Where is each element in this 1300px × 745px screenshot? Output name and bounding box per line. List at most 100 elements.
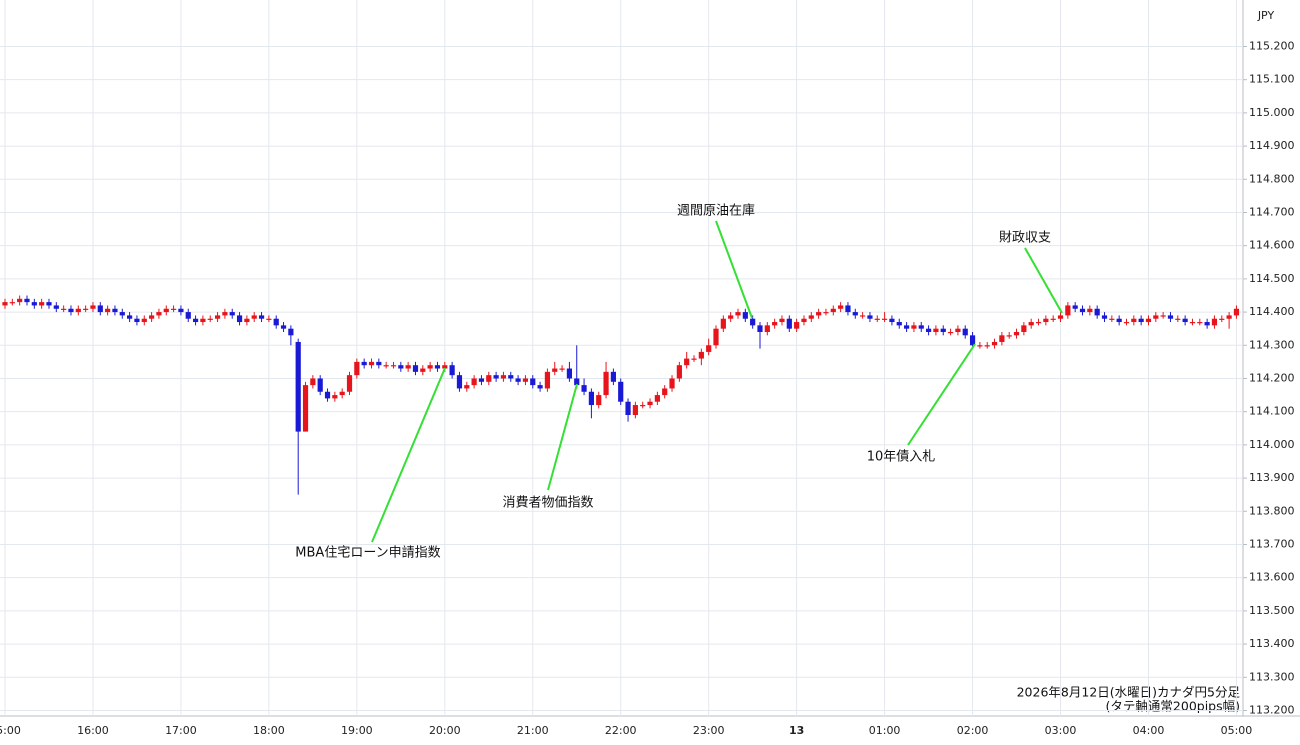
candle-body: [229, 312, 235, 316]
candle-body: [134, 318, 140, 323]
candle-body: [933, 328, 939, 332]
x-tick-label: 21:00: [517, 724, 549, 737]
candle-body: [977, 345, 983, 347]
candle-body: [361, 361, 367, 366]
candle-body: [918, 325, 924, 329]
candle-body: [427, 365, 433, 369]
candle-body: [478, 378, 485, 382]
y-tick-label: 114.700: [1249, 205, 1295, 218]
candle-body: [346, 375, 353, 392]
candle-body: [339, 391, 345, 396]
candle-body: [471, 378, 477, 386]
y-tick-label: 115.100: [1249, 73, 1295, 86]
candle-body: [1028, 322, 1034, 326]
x-tick-label: 05:00: [1221, 724, 1253, 737]
candle-body: [141, 318, 147, 323]
currency-label: JPY: [1257, 9, 1275, 22]
candle-body: [1145, 318, 1152, 323]
candle-body: [1226, 315, 1232, 319]
annotation-leader: [715, 220, 753, 319]
candle-body: [1043, 318, 1049, 323]
annotation-label: 週間原油在庫: [677, 204, 755, 219]
candle-body: [823, 312, 829, 314]
candle-body: [1087, 308, 1093, 313]
y-tick-label: 115.200: [1249, 39, 1295, 52]
candle-body: [515, 378, 521, 382]
candle-body: [1219, 318, 1225, 320]
x-tick-label: 23:00: [693, 724, 725, 737]
candle-body: [1123, 322, 1130, 324]
candle-body: [508, 375, 514, 379]
y-tick-label: 113.200: [1249, 703, 1295, 716]
x-tick-label: 20:00: [429, 724, 461, 737]
candle-body: [258, 315, 265, 319]
candle-body: [61, 308, 67, 310]
candle-body: [618, 381, 624, 402]
candle-body: [698, 351, 704, 359]
candle-body: [68, 308, 74, 313]
candle-body: [383, 365, 389, 367]
x-tick-label: 15:00: [0, 724, 21, 737]
candle-body: [442, 365, 448, 369]
candle-body: [581, 385, 587, 392]
candle-body: [178, 308, 184, 313]
candle-body: [1167, 315, 1174, 319]
candle-body: [764, 325, 770, 332]
candle-body: [940, 328, 946, 332]
candle-body: [354, 361, 360, 376]
candle-body: [1050, 318, 1056, 320]
x-tick-label: 03:00: [1045, 724, 1077, 737]
candle-body: [119, 312, 125, 316]
y-tick-label: 113.600: [1249, 571, 1295, 584]
candle-body: [1021, 325, 1027, 332]
y-tick-label: 115.000: [1249, 106, 1295, 119]
candle-body: [390, 365, 397, 367]
footer-title: 2026年8月12日(水曜日)カナダ円5分足: [1017, 685, 1241, 700]
candle-body: [127, 315, 133, 319]
x-tick-label: 17:00: [165, 724, 197, 737]
candle-body: [486, 375, 492, 382]
x-tick-label: 18:00: [253, 724, 285, 737]
candle-body: [955, 328, 961, 332]
candle-body: [742, 312, 748, 319]
candle-body: [867, 315, 873, 319]
candle-body: [17, 298, 23, 303]
candle-body: [720, 318, 726, 329]
candle-body: [1101, 315, 1108, 319]
y-tick-label: 113.500: [1249, 604, 1295, 617]
candle-body: [368, 361, 375, 366]
candle-body: [801, 318, 807, 323]
candle-body: [280, 325, 287, 329]
candle-body: [882, 318, 888, 320]
candle-body: [420, 368, 426, 372]
candle-body: [1079, 308, 1086, 313]
candle-body: [156, 312, 162, 316]
annotation-label: 10年債入札: [867, 450, 936, 465]
candle-body: [376, 361, 382, 366]
candle-body: [903, 325, 910, 329]
x-tick-label: 13: [789, 724, 804, 737]
candle-body: [2, 302, 8, 306]
candle-body: [1182, 318, 1188, 323]
y-tick-label: 114.400: [1249, 305, 1295, 318]
candle-body: [552, 368, 558, 372]
candle-body: [537, 385, 543, 389]
candle-body: [1013, 332, 1020, 336]
candle-body: [266, 318, 272, 320]
candle-body: [845, 305, 851, 313]
y-tick-label: 113.700: [1249, 537, 1295, 550]
candle-body: [735, 312, 741, 316]
candle-body: [1094, 308, 1100, 316]
candle-body: [244, 318, 250, 323]
candle-body: [1109, 318, 1115, 320]
annotation-label: MBA住宅ローン申請指数: [295, 546, 440, 561]
candle-body: [588, 391, 594, 406]
candle-body: [911, 325, 917, 329]
candle-body: [999, 335, 1005, 342]
candle-body: [669, 378, 675, 389]
y-tick-label: 114.300: [1249, 338, 1295, 351]
candle-body: [647, 401, 653, 406]
y-tick-label: 114.000: [1249, 438, 1295, 451]
candle-body: [302, 385, 309, 432]
